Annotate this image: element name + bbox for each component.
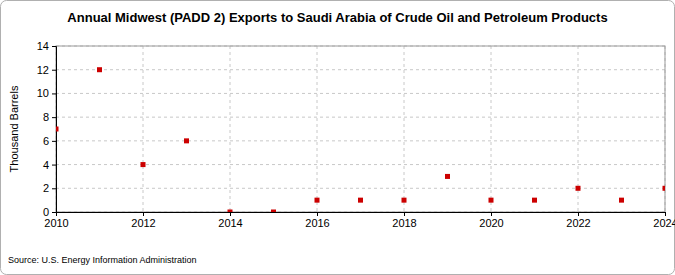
tick-label: 2022: [566, 217, 590, 229]
point: [184, 138, 189, 143]
tick: 2: [43, 182, 56, 194]
tick-mark: [52, 46, 56, 47]
tick-label: 2024: [653, 217, 675, 229]
background: [1, 1, 675, 275]
tick-mark: [52, 165, 56, 166]
point: [489, 198, 494, 203]
y-axis-title: Thousand Barrels: [8, 85, 20, 172]
tick: 2024: [653, 212, 675, 229]
tick-mark: [52, 188, 56, 189]
grid-line: [404, 46, 405, 212]
point: [56, 127, 59, 132]
grid-line: [56, 93, 665, 94]
tick: 12: [37, 64, 56, 76]
grid-line: [56, 188, 665, 189]
chart: 2010 2012 2014 2016 2018 2020 2022 2024 0 2 4 6 8 10 1…: [0, 0, 675, 275]
tick: 8: [43, 111, 56, 123]
tick: 4: [43, 159, 56, 171]
tick: 2020: [479, 212, 503, 229]
tick: 2016: [305, 212, 329, 229]
point: [445, 174, 450, 179]
axis-line: [52, 47, 57, 213]
tick-mark: [52, 70, 56, 71]
tick-label: 2010: [44, 217, 68, 229]
tick-mark: [230, 212, 231, 216]
tick-label: 0: [43, 206, 49, 218]
point: [271, 210, 276, 213]
tick-mark: [491, 212, 492, 216]
tick-label: 2014: [218, 217, 242, 229]
tick-mark: [143, 212, 144, 216]
tick-label: 2020: [479, 217, 503, 229]
tick-label: 2012: [131, 217, 155, 229]
grid: [56, 46, 665, 212]
tick: 2022: [566, 212, 590, 229]
tick-mark: [665, 212, 666, 216]
grid-line: [491, 46, 492, 212]
tick: 2018: [392, 212, 416, 229]
tick-label: 2: [43, 182, 49, 194]
grid-line: [56, 140, 665, 141]
tick-label: 6: [43, 135, 49, 147]
point: [402, 198, 407, 203]
plot-frame: [56, 46, 665, 212]
tick-mark: [52, 212, 56, 213]
grid-line: [317, 46, 318, 212]
point: [663, 186, 666, 191]
tick-mark: [317, 212, 318, 216]
plot: 2010 2012 2014 2016 2018 2020 2022 2024 0 2 4 6 8 10 1…: [37, 40, 675, 229]
grid-line: [56, 69, 665, 70]
y-axis: 0 2 4 6 8 10 12 14: [37, 40, 57, 218]
grid-line: [56, 117, 665, 118]
source: Source: U.S. Energy Information Administ…: [8, 255, 197, 265]
point: [532, 198, 537, 203]
tick: 10: [37, 87, 56, 99]
tick: 0: [43, 206, 56, 218]
tick: 2012: [131, 212, 155, 229]
tick: 2014: [218, 212, 242, 229]
point: [228, 210, 233, 213]
title: Annual Midwest (PADD 2) Exports to Saudi…: [67, 10, 607, 25]
grid-line: [56, 164, 665, 165]
tick-mark: [52, 141, 56, 142]
x-axis: 2010 2012 2014 2016 2018 2020 2022 2024: [44, 212, 675, 229]
tick-mark: [52, 117, 56, 118]
tick-mark: [578, 212, 579, 216]
point: [358, 198, 363, 203]
point: [141, 162, 146, 167]
tick-mark: [404, 212, 405, 216]
tick-label: 14: [37, 40, 49, 52]
tick-label: 4: [43, 159, 49, 171]
point: [619, 198, 624, 203]
point: [97, 67, 102, 72]
point: [315, 198, 320, 203]
tick: 6: [43, 135, 56, 147]
points: [56, 67, 665, 212]
tick-label: 10: [37, 87, 49, 99]
point: [576, 186, 581, 191]
grid-line: [230, 46, 231, 212]
tick-label: 2016: [305, 217, 329, 229]
grid-line: [143, 46, 144, 212]
tick-label: 2018: [392, 217, 416, 229]
tick: 14: [37, 40, 56, 52]
tick-label: 8: [43, 111, 49, 123]
tick-mark: [52, 93, 56, 94]
axis-line: [57, 213, 666, 217]
tick-label: 12: [37, 64, 49, 76]
